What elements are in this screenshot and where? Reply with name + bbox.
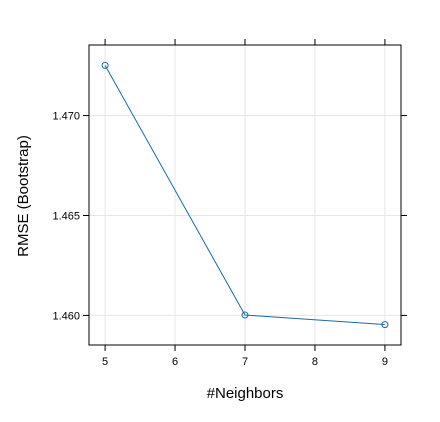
x-tick-label: 6	[172, 356, 178, 368]
data-point-marker	[241, 311, 249, 319]
y-tick-label: 1.465	[52, 210, 80, 222]
x-axis-title: #Neighbors	[207, 385, 284, 402]
grid	[89, 45, 401, 345]
y-tick-label: 1.460	[52, 310, 80, 322]
y-axis-title: RMSE (Bootstrap)	[15, 135, 32, 257]
data-point-marker	[101, 61, 109, 69]
tick-labels: 5 6 7 8 9 1.460 1.465 1.470	[52, 111, 388, 368]
data-point-marker	[381, 321, 389, 329]
x-tick-label: 7	[242, 356, 248, 368]
series-line	[104, 65, 385, 326]
x-tick-label: 5	[102, 356, 108, 368]
y-tick-label: 1.470	[52, 111, 80, 123]
x-tick-label: 9	[382, 356, 388, 368]
axis-ticks	[83, 39, 407, 351]
series-layer	[101, 61, 389, 329]
x-tick-label: 8	[312, 356, 318, 368]
